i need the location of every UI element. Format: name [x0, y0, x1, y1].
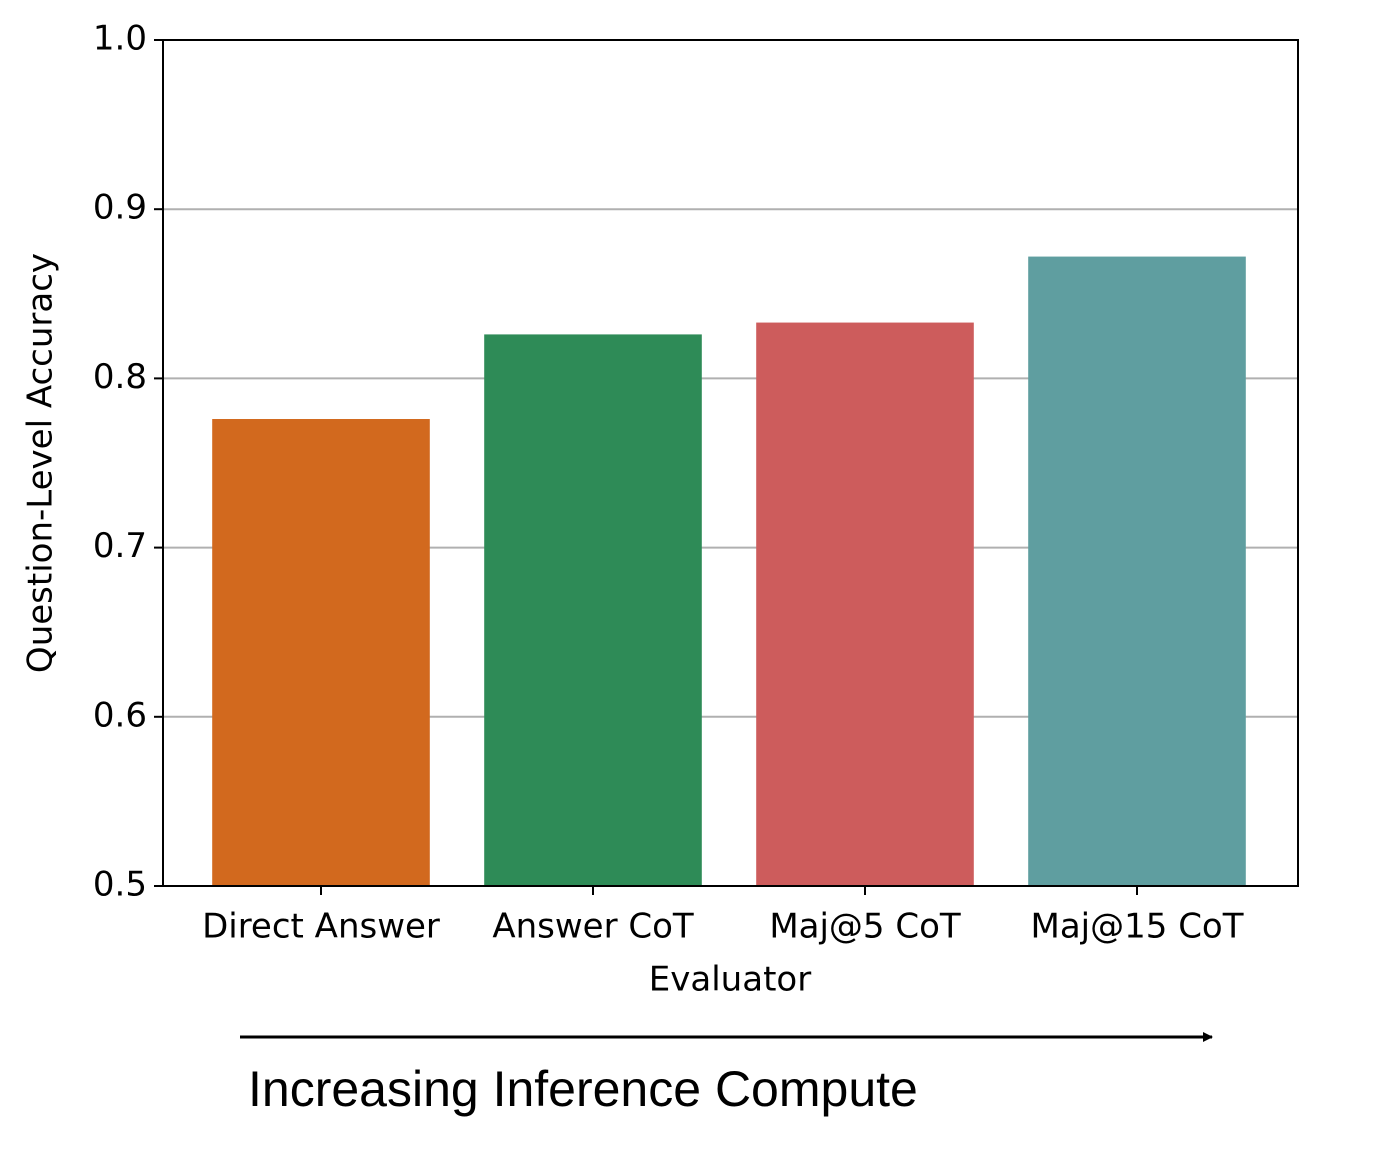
bar	[756, 322, 974, 887]
x-tick-label: Maj@15 CoT	[1031, 907, 1244, 947]
x-tick-label: Direct Answer	[202, 907, 440, 947]
x-tick-label: Answer CoT	[492, 907, 694, 947]
y-tick-label: 0.8	[93, 357, 147, 397]
bar	[212, 419, 430, 886]
bars	[212, 256, 1246, 887]
annotation: Increasing Inference Compute	[248, 1061, 918, 1117]
y-tick-label: 0.6	[93, 695, 147, 735]
y-tick-label: 1.0	[93, 19, 147, 59]
bar	[1028, 256, 1246, 886]
y-tick-label: 0.9	[93, 188, 147, 228]
y-axis-label: Question-Level Accuracy	[21, 253, 61, 673]
y-tick-label: 0.7	[93, 526, 147, 566]
x-tick-label: Maj@5 CoT	[769, 907, 961, 947]
y-tick-label: 0.5	[93, 865, 147, 905]
bar	[484, 334, 702, 887]
x-axis-label: Evaluator	[649, 960, 811, 1000]
plot-frame	[162, 39, 1299, 887]
